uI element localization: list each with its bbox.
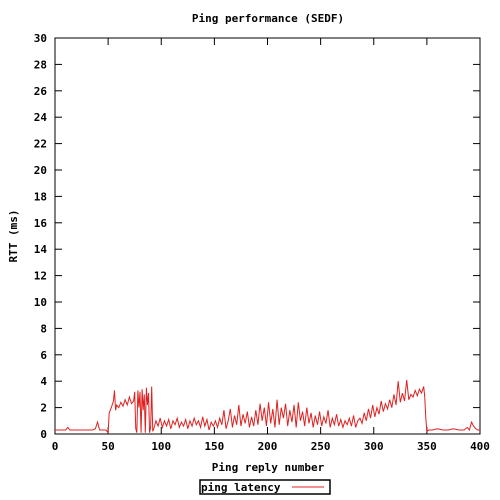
y-axis-label: RTT (ms)	[7, 210, 20, 263]
y-tick-label: 0	[40, 428, 47, 441]
x-tick-label: 50	[102, 440, 115, 453]
y-tick-label: 18	[34, 190, 47, 203]
x-tick-label: 250	[311, 440, 331, 453]
y-tick-label: 16	[34, 217, 48, 230]
y-tick-label: 22	[34, 138, 47, 151]
y-tick-label: 28	[34, 58, 47, 71]
x-tick-label: 300	[364, 440, 384, 453]
y-tick-label: 30	[34, 32, 47, 45]
x-axis: 0 50 100 150 200 250 300 350 400	[52, 38, 490, 453]
x-tick-label: 100	[151, 440, 171, 453]
x-tick-label: 0	[52, 440, 59, 453]
series-ping-latency-line	[55, 379, 480, 435]
legend-label-ping-latency: ping latency	[201, 481, 281, 494]
y-tick-label: 14	[34, 243, 48, 256]
x-axis-label: Ping reply number	[212, 461, 325, 474]
legend-box	[199, 479, 331, 495]
legend: ping latency	[199, 479, 331, 495]
y-tick-label: 8	[40, 322, 47, 335]
plot-frame	[54, 37, 481, 435]
y-tick-label: 24	[34, 111, 48, 124]
x-tick-label: 150	[204, 440, 224, 453]
y-tick-label: 2	[40, 402, 47, 415]
y-tick-label: 10	[34, 296, 47, 309]
y-tick-label: 26	[34, 85, 48, 98]
y-tick-label: 4	[40, 375, 47, 388]
y-tick-label: 6	[40, 349, 47, 362]
x-tick-label: 400	[470, 440, 490, 453]
y-tick-label: 12	[34, 270, 47, 283]
chart-title: Ping performance (SEDF)	[192, 12, 344, 25]
x-tick-label: 350	[417, 440, 437, 453]
x-tick-label: 200	[258, 440, 278, 453]
y-tick-label: 20	[34, 164, 47, 177]
